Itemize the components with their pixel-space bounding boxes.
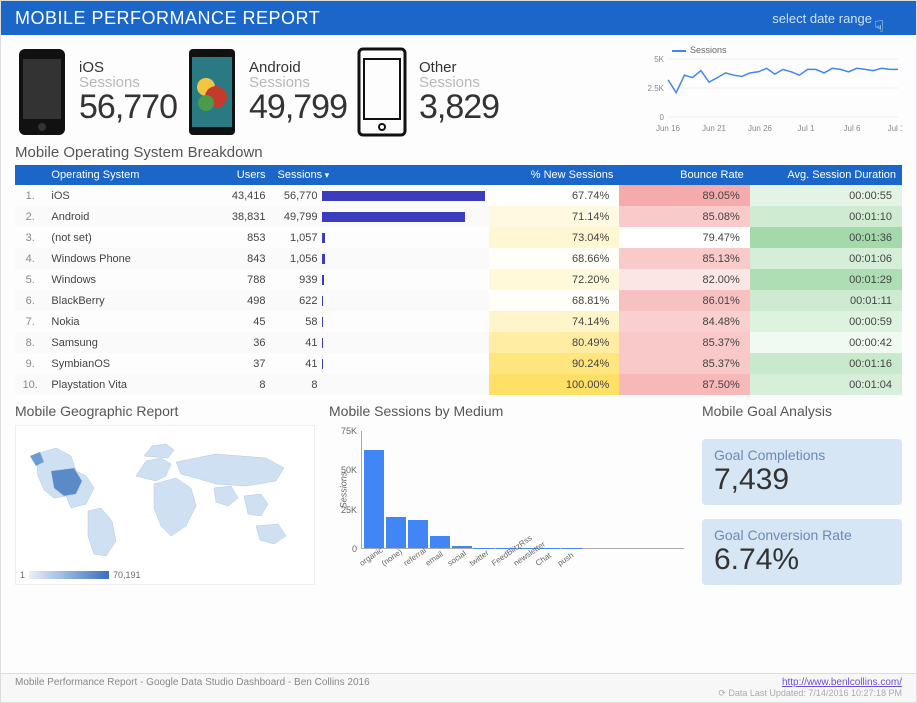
svg-text:Jul 6: Jul 6 [844, 124, 861, 133]
medium-bars-area [361, 431, 684, 549]
col-header[interactable] [15, 165, 45, 185]
col-header[interactable]: Operating System [45, 165, 219, 185]
col-header[interactable]: Bounce Rate [619, 165, 749, 185]
breakdown-table-wrap: Operating SystemUsersSessions% New Sessi… [1, 165, 916, 395]
table-row[interactable]: 3.(not set)8531,05773.04%79.47%00:01:36 [15, 227, 902, 248]
medium-bar[interactable] [386, 517, 406, 548]
goal-conversion-value: 6.74% [714, 543, 890, 577]
svg-text:Jul 11: Jul 11 [888, 124, 902, 133]
table-row[interactable]: 8.Samsung364180.49%85.37%00:00:42 [15, 332, 902, 353]
table-row[interactable]: 4.Windows Phone8431,05668.66%85.13%00:01… [15, 248, 902, 269]
medium-title: Mobile Sessions by Medium [329, 403, 688, 419]
svg-text:Jun 26: Jun 26 [748, 124, 773, 133]
sessions-sparkline: Sessions 5K 2.5K 0 Jun 16 Jun 21 Jun 26 Jul 1 J… [642, 45, 902, 138]
footer-updated: Data Last Updated: 7/14/2016 10:27:18 PM [15, 688, 902, 699]
kpi-other: Other Sessions 3,829 [355, 45, 499, 138]
generic-phone-icon [355, 47, 409, 137]
table-row[interactable]: 7.Nokia455874.14%84.48%00:00:59 [15, 311, 902, 332]
col-header[interactable]: % New Sessions [489, 165, 619, 185]
table-row[interactable]: 5.Windows78893972.20%82.00%00:01:29 [15, 269, 902, 290]
kpi-ios-label: iOS [79, 60, 177, 75]
geo-panel: Mobile Geographic Report [15, 403, 315, 585]
breakdown-table: Operating SystemUsersSessions% New Sessi… [15, 165, 902, 395]
medium-bar-chart: Sessions 75K50K25K0 organic(none)referra… [329, 425, 688, 585]
table-row[interactable]: 2.Android38,83149,79971.14%85.08%00:01:1… [15, 206, 902, 227]
goals-title: Mobile Goal Analysis [702, 403, 902, 419]
medium-y-ticks: 75K50K25K0 [329, 431, 359, 549]
svg-text:2.5K: 2.5K [648, 84, 665, 93]
kpi-other-value: 3,829 [419, 90, 499, 124]
col-header[interactable]: Users [219, 165, 271, 185]
medium-x-labels: organic(none)referralemailsocialtwitterF… [361, 551, 684, 585]
footer-link[interactable]: http://www.benlcollins.com/ [782, 677, 902, 688]
col-header[interactable]: Sessions [272, 165, 489, 185]
geo-map[interactable]: 1 70,191 [15, 425, 315, 585]
kpi-android-label: Android [249, 60, 347, 75]
medium-bar[interactable] [408, 520, 428, 548]
svg-text:0: 0 [660, 113, 665, 122]
map-gradient-icon [29, 571, 109, 579]
footer: Mobile Performance Report - Google Data … [1, 673, 916, 702]
medium-bar[interactable] [364, 450, 384, 548]
svg-text:Jun 16: Jun 16 [656, 124, 681, 133]
dashboard-container: MOBILE PERFORMANCE REPORT select date ra… [0, 0, 917, 703]
iphone-icon [15, 47, 69, 137]
report-title: MOBILE PERFORMANCE REPORT [15, 8, 320, 29]
medium-panel: Mobile Sessions by Medium Sessions 75K50… [329, 403, 688, 585]
sparkline-chart: 5K 2.5K 0 Jun 16 Jun 21 Jun 26 Jul 1 Jul 6 Jul 1… [642, 55, 902, 133]
sparkline-legend: Sessions [642, 45, 902, 55]
medium-bar[interactable] [430, 536, 450, 548]
svg-text:Jul 1: Jul 1 [798, 124, 815, 133]
svg-text:Jun 21: Jun 21 [702, 124, 727, 133]
android-phone-icon [185, 47, 239, 137]
header-bar: MOBILE PERFORMANCE REPORT select date ra… [1, 1, 916, 35]
world-map-icon [16, 426, 314, 584]
table-row[interactable]: 10.Playstation Vita88100.00%87.50%00:01:… [15, 374, 902, 395]
goal-completions-label: Goal Completions [714, 447, 890, 463]
goal-conversion-label: Goal Conversion Rate [714, 527, 890, 543]
geo-title: Mobile Geographic Report [15, 403, 315, 419]
svg-text:5K: 5K [654, 55, 664, 64]
table-row[interactable]: 6.BlackBerry49862268.81%86.01%00:01:11 [15, 290, 902, 311]
map-scale-max: 70,191 [113, 570, 141, 580]
goals-panel: Mobile Goal Analysis Goal Completions 7,… [702, 403, 902, 585]
kpi-row: iOS Sessions 56,770 Android Sessions 49,… [1, 35, 916, 142]
kpi-ios: iOS Sessions 56,770 [15, 45, 177, 138]
goal-completions-value: 7,439 [714, 463, 890, 497]
map-scale: 1 70,191 [20, 570, 141, 580]
table-row[interactable]: 9.SymbianOS374190.24%85.37%00:01:16 [15, 353, 902, 374]
cursor-hand-icon: ☟ [874, 17, 884, 37]
kpi-android: Android Sessions 49,799 [185, 45, 347, 138]
footer-credit: Mobile Performance Report - Google Data … [15, 677, 370, 688]
table-row[interactable]: 1.iOS43,41656,77067.74%89.05%00:00:55 [15, 185, 902, 206]
bottom-row: Mobile Geographic Report [1, 395, 916, 585]
kpi-other-label: Other [419, 60, 499, 75]
col-header[interactable]: Avg. Session Duration [750, 165, 902, 185]
kpi-android-value: 49,799 [249, 90, 347, 124]
goal-completions-card: Goal Completions 7,439 [702, 439, 902, 505]
kpi-ios-value: 56,770 [79, 90, 177, 124]
map-scale-min: 1 [20, 570, 25, 580]
breakdown-title: Mobile Operating System Breakdown [1, 142, 916, 165]
goal-conversion-card: Goal Conversion Rate 6.74% [702, 519, 902, 585]
